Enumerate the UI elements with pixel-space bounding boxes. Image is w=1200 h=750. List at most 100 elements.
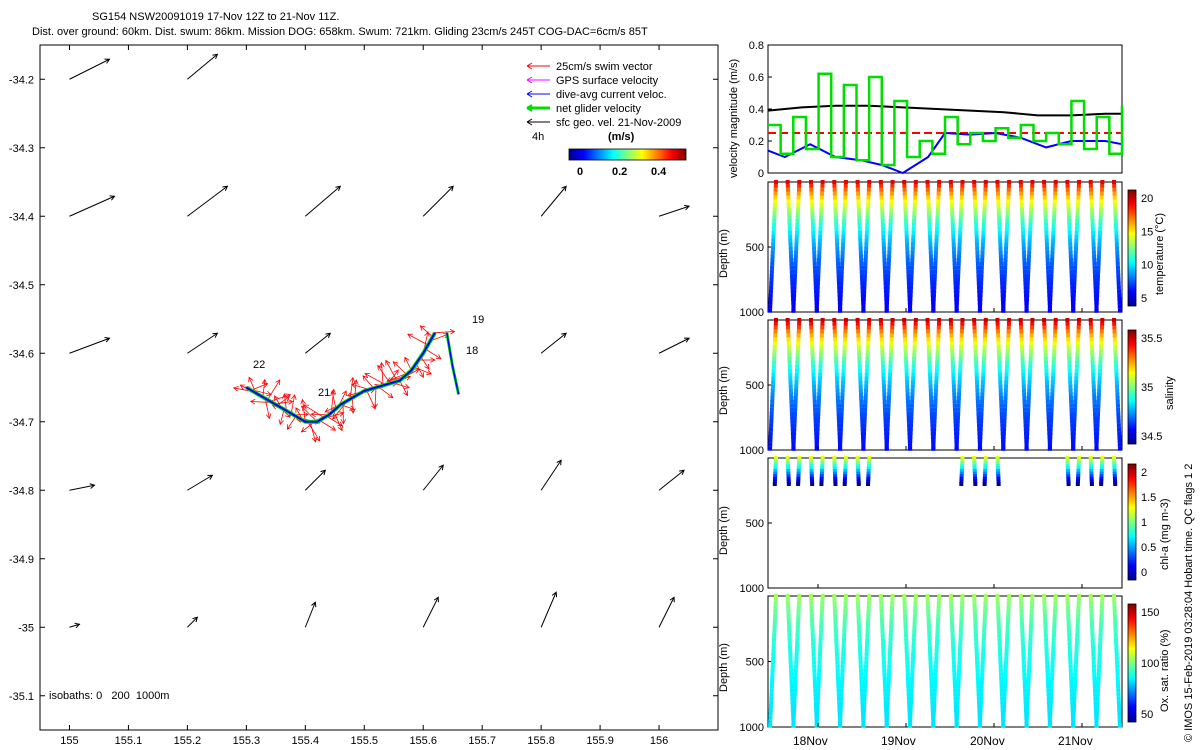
oxygen-sample — [791, 711, 796, 716]
temperature-sample — [957, 250, 962, 255]
map-x-ticks: 155 155.1 155.2 155.3 155.4 155.5 155.6 155.7 15… — [60, 45, 668, 747]
chla-sample — [983, 466, 988, 471]
salinity-sample — [1071, 427, 1076, 432]
temperature-sample — [879, 203, 884, 208]
temperature-sample — [910, 246, 915, 251]
salinity-sample — [952, 403, 957, 408]
oxygen-sample — [885, 711, 890, 716]
temperature-sample — [1066, 199, 1071, 204]
chla-sample — [972, 474, 977, 479]
oxygen-sample — [1090, 633, 1095, 638]
salinity-sample — [911, 372, 916, 377]
chla-sample — [995, 456, 1000, 460]
temperature-sample — [981, 226, 986, 231]
oxygen-sample — [1050, 668, 1055, 673]
salinity-sample — [1089, 333, 1094, 338]
oxygen-sample — [1052, 629, 1057, 634]
oxygen-sample — [856, 617, 861, 622]
oxygen-sample — [1092, 668, 1097, 673]
oxygen-sample — [1097, 652, 1102, 657]
salinity-sample — [996, 333, 1001, 338]
temperature-sample — [885, 289, 890, 294]
salinity-sample — [1001, 431, 1006, 436]
chla-sample — [1112, 466, 1117, 471]
salinity-sample — [1048, 431, 1053, 436]
chla-sample — [1099, 471, 1104, 476]
temperature-sample — [980, 254, 985, 259]
temperature-sample — [882, 261, 887, 266]
chla-sample — [1099, 474, 1104, 479]
chla-sample — [832, 463, 837, 468]
temperature-sample — [1025, 293, 1030, 298]
oxygen-sample — [933, 676, 938, 681]
temperature-sample — [912, 219, 917, 223]
temperature-sample — [1051, 230, 1056, 235]
temperature-sample — [1117, 304, 1122, 309]
salinity-sample — [834, 357, 839, 361]
oxygen-sample — [817, 672, 822, 677]
oxygen-sample — [1001, 723, 1006, 728]
oxygen-sample — [1003, 664, 1008, 669]
temperature-sample — [1042, 180, 1047, 184]
oxygen-sample — [952, 668, 957, 673]
salinity-sample — [955, 423, 960, 428]
chla-sample — [866, 479, 871, 484]
temperature-sample — [910, 242, 915, 247]
oxygen-sample — [1005, 625, 1010, 630]
salinity-sample — [1022, 399, 1027, 404]
salinity-sample — [816, 415, 821, 420]
oxygen-sample — [1077, 594, 1082, 598]
salinity-sample — [862, 419, 867, 424]
oxygen-sample — [862, 692, 867, 697]
salinity-sample — [1043, 349, 1048, 354]
temperature-sample — [840, 246, 845, 251]
temperature-sample — [1047, 304, 1052, 309]
temperature-sample — [888, 234, 893, 239]
salinity-sample — [1005, 349, 1010, 354]
salinity-sample — [833, 353, 838, 358]
salinity-sample — [856, 341, 861, 346]
temperature-sample — [983, 195, 988, 200]
temperature-sample — [954, 308, 959, 313]
oxygen-sample — [1066, 617, 1071, 622]
title-line-2: Dist. over ground: 60km. Dist. swum: 86k… — [32, 26, 648, 38]
temperature-sample — [855, 187, 860, 192]
salinity-sample — [819, 349, 824, 354]
salinity-sample — [1043, 345, 1048, 350]
oxygen-sample — [835, 664, 840, 669]
oxygen-sample — [884, 723, 889, 728]
salinity-sample — [1072, 411, 1077, 416]
oxygen-sample — [1066, 625, 1071, 630]
salinity-sample — [769, 419, 774, 424]
oxygen-sample — [1113, 629, 1118, 634]
salinity-sample — [1115, 396, 1120, 400]
oxygen-sample — [811, 649, 816, 654]
chla-sample — [796, 479, 801, 484]
salinity-sample — [912, 337, 917, 342]
salinity-sample — [879, 341, 884, 346]
temperature-sample — [952, 258, 957, 262]
temperature-sample — [1025, 285, 1030, 290]
oxygen-sample — [979, 688, 984, 693]
temperature-sample — [980, 242, 985, 247]
salinity-sample — [866, 329, 871, 334]
salinity-sample — [1026, 392, 1031, 397]
salinity-sample — [1048, 438, 1053, 443]
temperature-sample — [843, 191, 848, 196]
oxygen-sample — [927, 629, 932, 634]
velocity-ytick-label: 0.4 — [749, 104, 764, 116]
salinity-sample — [972, 333, 977, 338]
oxygen-sample — [1053, 594, 1058, 598]
chla-sample — [1066, 471, 1071, 476]
oxygen-sample — [1112, 609, 1117, 614]
oxygen-sample — [834, 641, 839, 646]
oxygen-sample — [1113, 621, 1118, 626]
temperature-sample — [1030, 180, 1035, 184]
legend-dac: dive-avg current veloc. — [556, 89, 667, 101]
dac-track — [245, 332, 436, 423]
oxygen-sample — [925, 601, 930, 606]
oxygen-sample — [906, 684, 911, 689]
colorbar-units: (m/s) — [608, 131, 635, 143]
oxygen-sample — [841, 649, 846, 654]
oxygen-sample — [980, 660, 985, 665]
